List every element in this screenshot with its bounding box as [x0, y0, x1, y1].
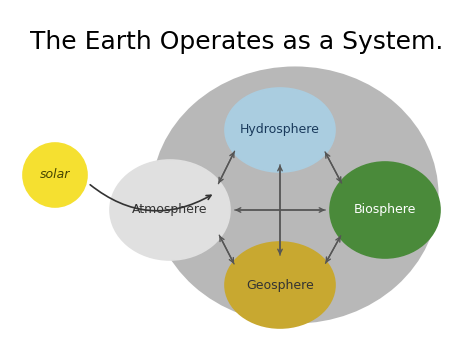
Ellipse shape	[225, 88, 335, 172]
Ellipse shape	[110, 160, 230, 260]
Circle shape	[23, 143, 87, 207]
Ellipse shape	[330, 162, 440, 258]
Ellipse shape	[225, 242, 335, 328]
Text: Atmosphere: Atmosphere	[132, 203, 208, 217]
Text: Hydrosphere: Hydrosphere	[240, 124, 320, 137]
Text: solar: solar	[40, 169, 70, 181]
Text: Biosphere: Biosphere	[354, 203, 416, 217]
Ellipse shape	[153, 67, 438, 322]
Text: Geosphere: Geosphere	[246, 279, 314, 291]
Text: The Earth Operates as a System.: The Earth Operates as a System.	[30, 30, 444, 54]
